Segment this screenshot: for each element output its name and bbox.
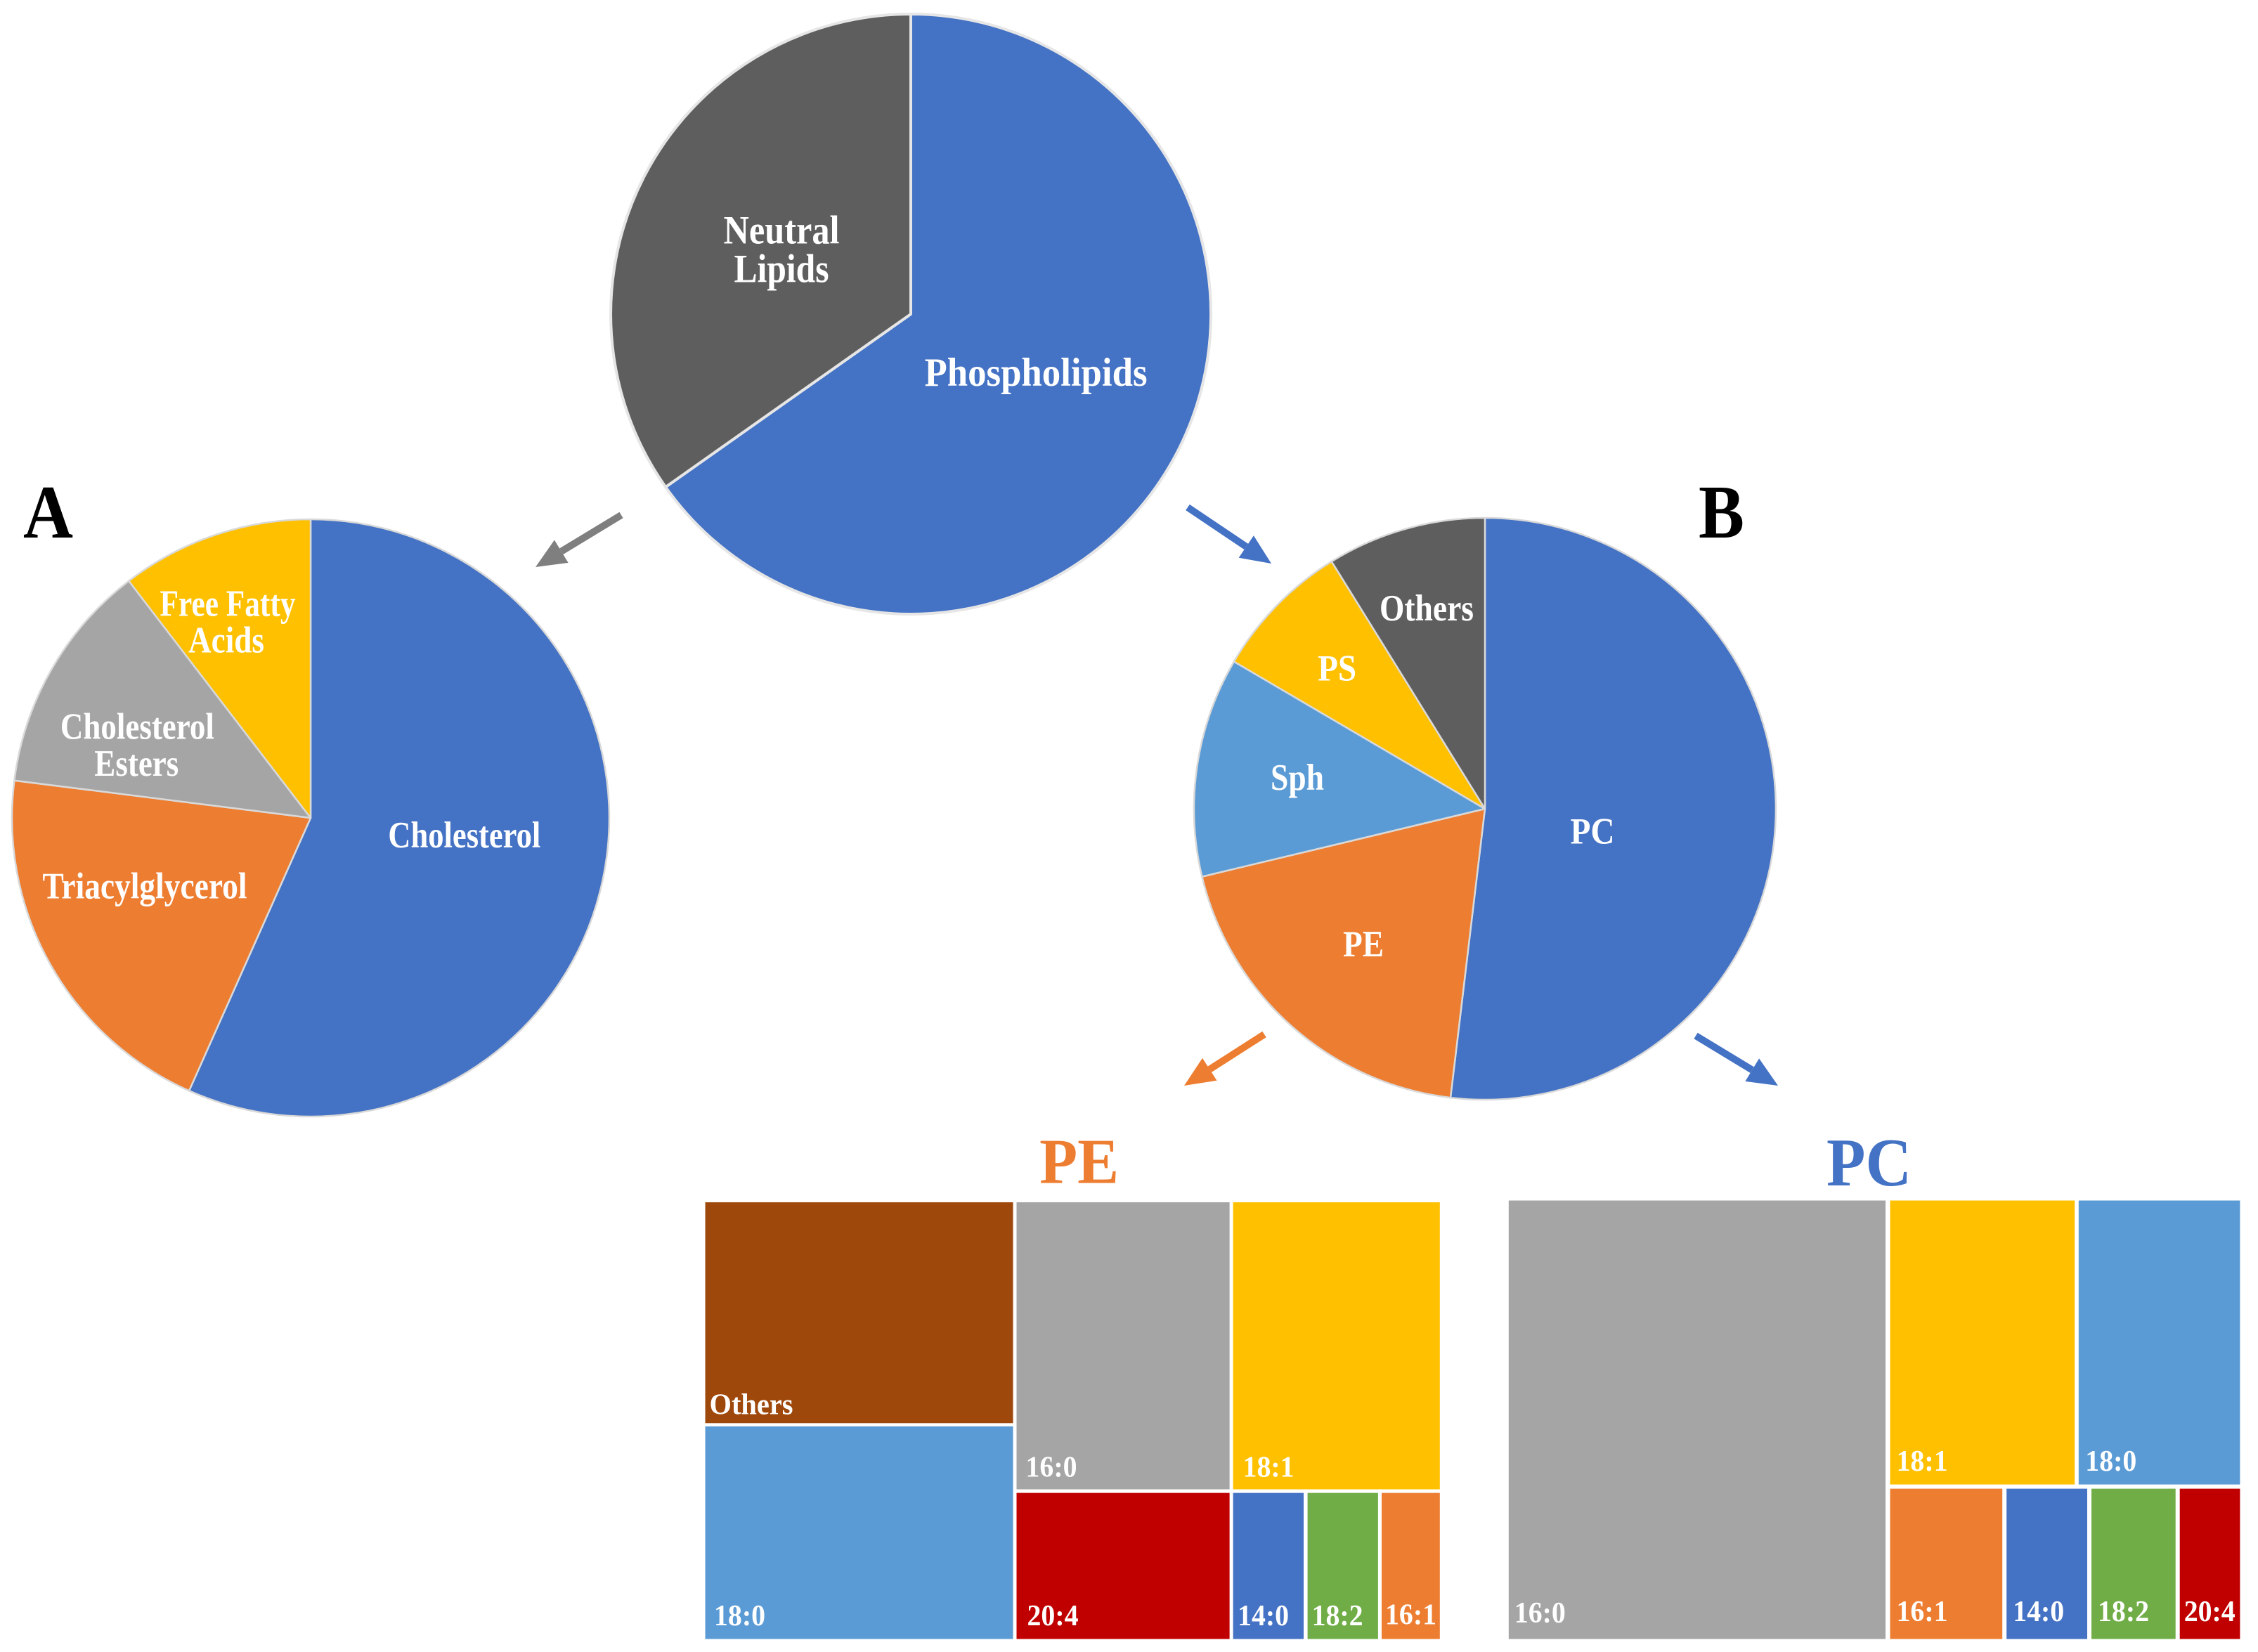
svg-text:PS: PS	[1318, 649, 1356, 689]
svg-text:18:1: 18:1	[1243, 1452, 1295, 1484]
svg-text:Others: Others	[710, 1389, 793, 1422]
svg-text:18:1: 18:1	[1897, 1445, 1948, 1478]
svg-text:18:0: 18:0	[2085, 1445, 2136, 1478]
svg-text:Free Fatty: Free Fatty	[160, 584, 296, 625]
svg-text:PE: PE	[1343, 924, 1384, 965]
svg-text:16:1: 16:1	[1385, 1599, 1436, 1632]
svg-text:20:4: 20:4	[1027, 1600, 1079, 1632]
svg-text:18:2: 18:2	[2098, 1596, 2149, 1628]
svg-text:PE: PE	[1039, 1126, 1119, 1197]
svg-text:16:0: 16:0	[1514, 1597, 1566, 1630]
svg-text:Cholesterol: Cholesterol	[60, 706, 214, 747]
svg-text:Sph: Sph	[1271, 757, 1324, 798]
svg-text:14:0: 14:0	[2013, 1596, 2064, 1628]
svg-text:18:0: 18:0	[714, 1600, 765, 1632]
svg-text:B: B	[1699, 471, 1744, 554]
svg-text:A: A	[23, 471, 73, 554]
svg-text:14:0: 14:0	[1238, 1600, 1289, 1632]
svg-text:Cholesterol: Cholesterol	[388, 815, 540, 856]
svg-text:16:0: 16:0	[1026, 1452, 1077, 1484]
svg-text:PC: PC	[1571, 811, 1615, 852]
svg-text:Triacylglycerol: Triacylglycerol	[43, 866, 247, 907]
svg-text:Neutral: Neutral	[724, 209, 840, 253]
svg-text:Acids: Acids	[188, 620, 264, 661]
svg-text:18:2: 18:2	[1312, 1600, 1363, 1632]
svg-text:Lipids: Lipids	[734, 247, 829, 292]
svg-text:PC: PC	[1826, 1125, 1912, 1200]
svg-text:Others: Others	[1380, 588, 1474, 629]
svg-text:Phospholipids: Phospholipids	[925, 351, 1148, 395]
svg-text:Esters: Esters	[94, 743, 179, 784]
svg-text:20:4: 20:4	[2184, 1596, 2236, 1628]
svg-text:16:1: 16:1	[1897, 1596, 1948, 1628]
